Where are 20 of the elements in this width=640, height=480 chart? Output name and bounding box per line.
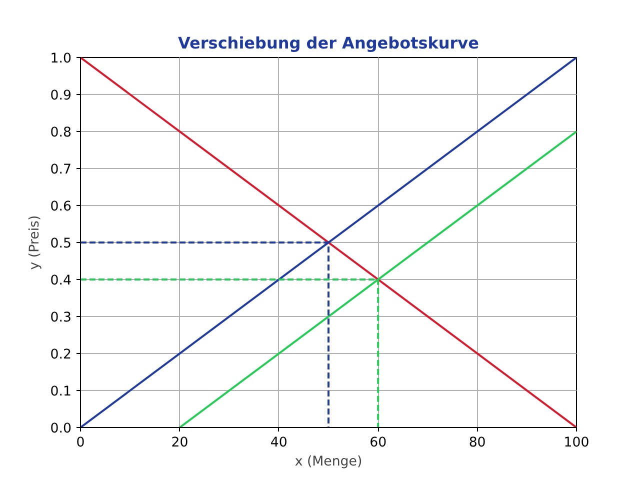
- x-tick-label: 80: [468, 436, 486, 450]
- y-tick-label: 0.0: [50, 422, 72, 436]
- y-tick-label: 0.3: [50, 310, 72, 326]
- y-tick-label: 0.1: [50, 384, 72, 400]
- chart-title: Verschiebung der Angebotskurve: [178, 34, 480, 52]
- y-tick-label: 0.2: [50, 348, 72, 362]
- y-axis-title: y (Preis): [27, 215, 42, 270]
- x-tick-label: 20: [171, 436, 188, 450]
- x-tick-label: 40: [270, 436, 288, 450]
- x-tick-label: 60: [370, 436, 387, 450]
- y-tick-label: 0.6: [50, 200, 72, 214]
- x-tick-label: 0: [76, 436, 85, 450]
- x-tick-label: 100: [564, 436, 590, 450]
- y-tick-label: 0.4: [50, 274, 72, 288]
- y-tick-label: 1.0: [50, 52, 72, 66]
- y-tick-label: 0.8: [50, 126, 72, 140]
- y-tick-label: 0.5: [50, 236, 72, 252]
- x-axis-title: x (Menge): [294, 454, 362, 470]
- y-tick-label: 0.7: [50, 162, 72, 178]
- y-tick-label: 0.9: [50, 88, 72, 104]
